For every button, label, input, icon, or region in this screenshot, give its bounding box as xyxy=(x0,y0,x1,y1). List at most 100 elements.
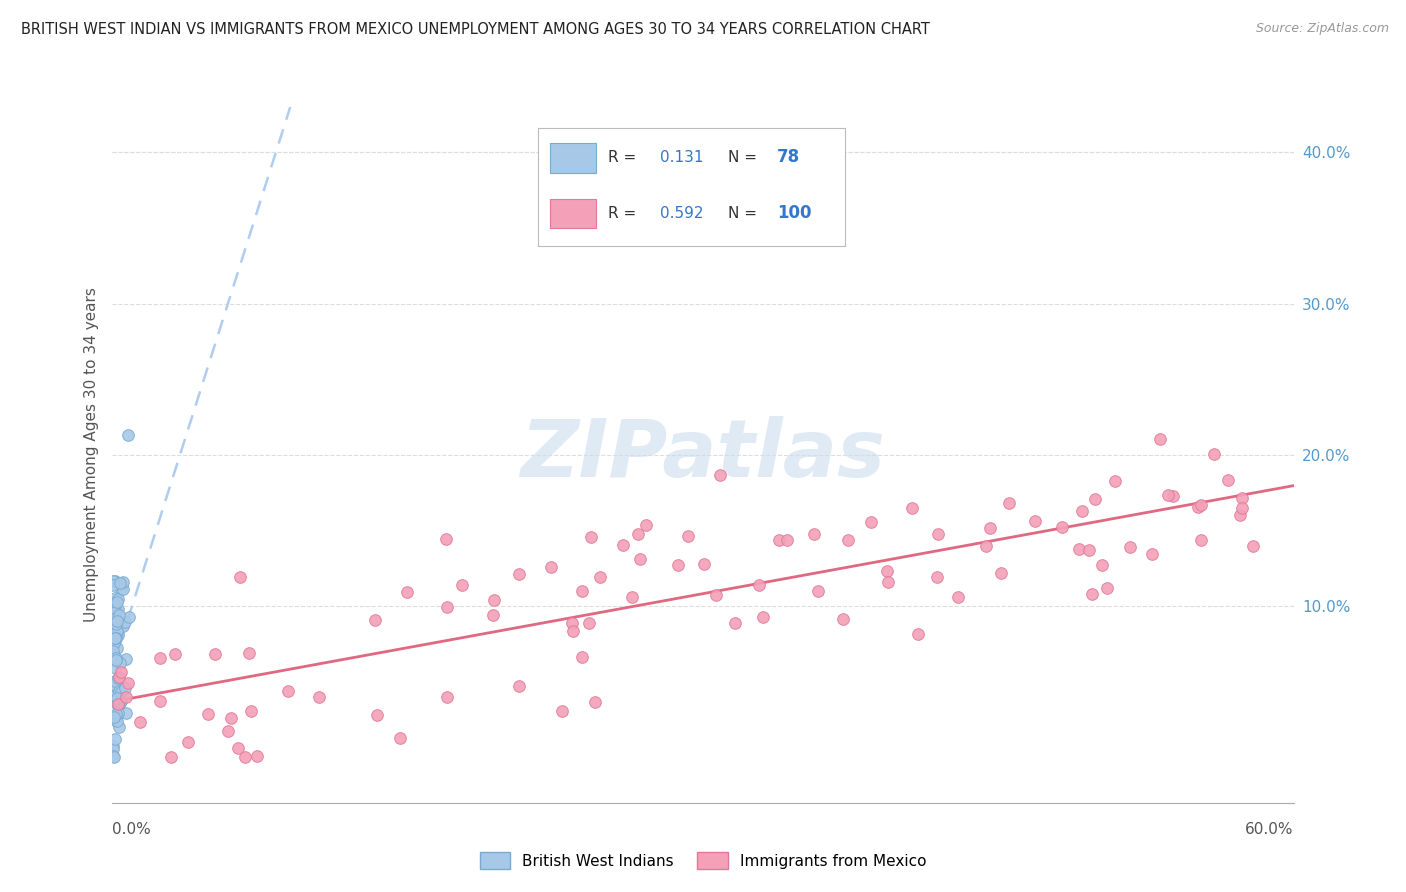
Point xyxy=(277,684,299,698)
Point xyxy=(1149,432,1171,446)
Point xyxy=(104,591,127,606)
Text: BRITISH WEST INDIAN VS IMMIGRANTS FROM MEXICO UNEMPLOYMENT AMONG AGES 30 TO 34 Y: BRITISH WEST INDIAN VS IMMIGRANTS FROM M… xyxy=(21,22,929,37)
Point xyxy=(583,695,606,709)
Point xyxy=(571,584,593,599)
Point xyxy=(561,624,583,638)
Point xyxy=(709,467,731,482)
Point xyxy=(114,706,136,720)
Point xyxy=(104,615,127,630)
Point xyxy=(1161,489,1184,503)
Point xyxy=(204,647,226,661)
Point xyxy=(1189,533,1212,547)
Point xyxy=(107,706,129,720)
Point xyxy=(561,616,583,631)
Point xyxy=(176,735,198,749)
Point xyxy=(927,527,949,541)
Point xyxy=(540,560,562,574)
Text: Source: ZipAtlas.com: Source: ZipAtlas.com xyxy=(1256,22,1389,36)
Point xyxy=(104,674,127,689)
Point xyxy=(1189,498,1212,512)
Point xyxy=(508,567,530,582)
Point xyxy=(105,707,128,722)
Point xyxy=(108,683,131,698)
Point xyxy=(876,564,898,578)
Point xyxy=(104,615,127,630)
Point xyxy=(979,521,1001,535)
Point xyxy=(103,627,125,641)
Point xyxy=(1050,519,1073,533)
Point xyxy=(998,496,1021,510)
Point xyxy=(105,614,128,628)
Point xyxy=(101,610,124,624)
Point xyxy=(103,612,125,626)
Point xyxy=(228,741,250,756)
Point xyxy=(925,570,948,584)
Point xyxy=(589,570,612,584)
Point xyxy=(1119,540,1142,554)
Point xyxy=(706,588,728,602)
Point xyxy=(907,626,929,640)
Point xyxy=(107,720,129,734)
Point xyxy=(388,731,411,745)
Point xyxy=(229,570,252,584)
Point xyxy=(101,574,124,589)
Point xyxy=(159,750,181,764)
Point xyxy=(115,690,138,705)
Point xyxy=(484,593,506,607)
Point xyxy=(104,632,127,646)
Point xyxy=(693,557,716,571)
Point xyxy=(105,617,128,632)
Point xyxy=(990,566,1012,581)
Point xyxy=(117,676,139,690)
Point xyxy=(233,750,256,764)
Point xyxy=(104,624,127,639)
Point xyxy=(364,613,387,627)
Point xyxy=(103,636,125,650)
Point xyxy=(551,704,574,718)
Point xyxy=(111,574,134,589)
Point xyxy=(974,540,997,554)
Point xyxy=(101,659,124,673)
Point xyxy=(104,688,127,702)
Point xyxy=(395,584,418,599)
Point xyxy=(104,599,127,614)
Point xyxy=(1104,474,1126,488)
Point xyxy=(628,552,651,566)
Point xyxy=(752,610,775,624)
Point xyxy=(110,694,132,708)
Point xyxy=(105,706,128,721)
Point xyxy=(114,615,136,629)
Point xyxy=(107,698,129,712)
Point xyxy=(482,608,505,623)
Point xyxy=(101,748,124,763)
Point xyxy=(217,723,239,738)
Point xyxy=(105,691,128,706)
Point xyxy=(149,693,172,707)
Point xyxy=(1216,473,1239,487)
Point xyxy=(1024,514,1046,528)
Point xyxy=(149,650,172,665)
Point xyxy=(101,741,124,756)
Point xyxy=(110,582,132,596)
Point xyxy=(724,615,747,630)
Point xyxy=(768,533,790,547)
Point xyxy=(103,749,125,764)
Point xyxy=(101,578,124,592)
Point xyxy=(104,708,127,723)
Point xyxy=(111,582,134,596)
Point xyxy=(748,577,770,591)
Point xyxy=(110,665,132,679)
Point xyxy=(1077,542,1099,557)
Point xyxy=(1071,504,1094,518)
Point xyxy=(110,685,132,699)
Point xyxy=(1229,508,1251,522)
Point xyxy=(434,532,457,546)
Point xyxy=(103,644,125,658)
Point xyxy=(108,696,131,710)
Point xyxy=(104,732,127,747)
Point xyxy=(308,690,330,705)
Point xyxy=(1095,581,1118,595)
Point xyxy=(108,698,131,712)
Point xyxy=(104,714,127,728)
Point xyxy=(108,656,131,670)
